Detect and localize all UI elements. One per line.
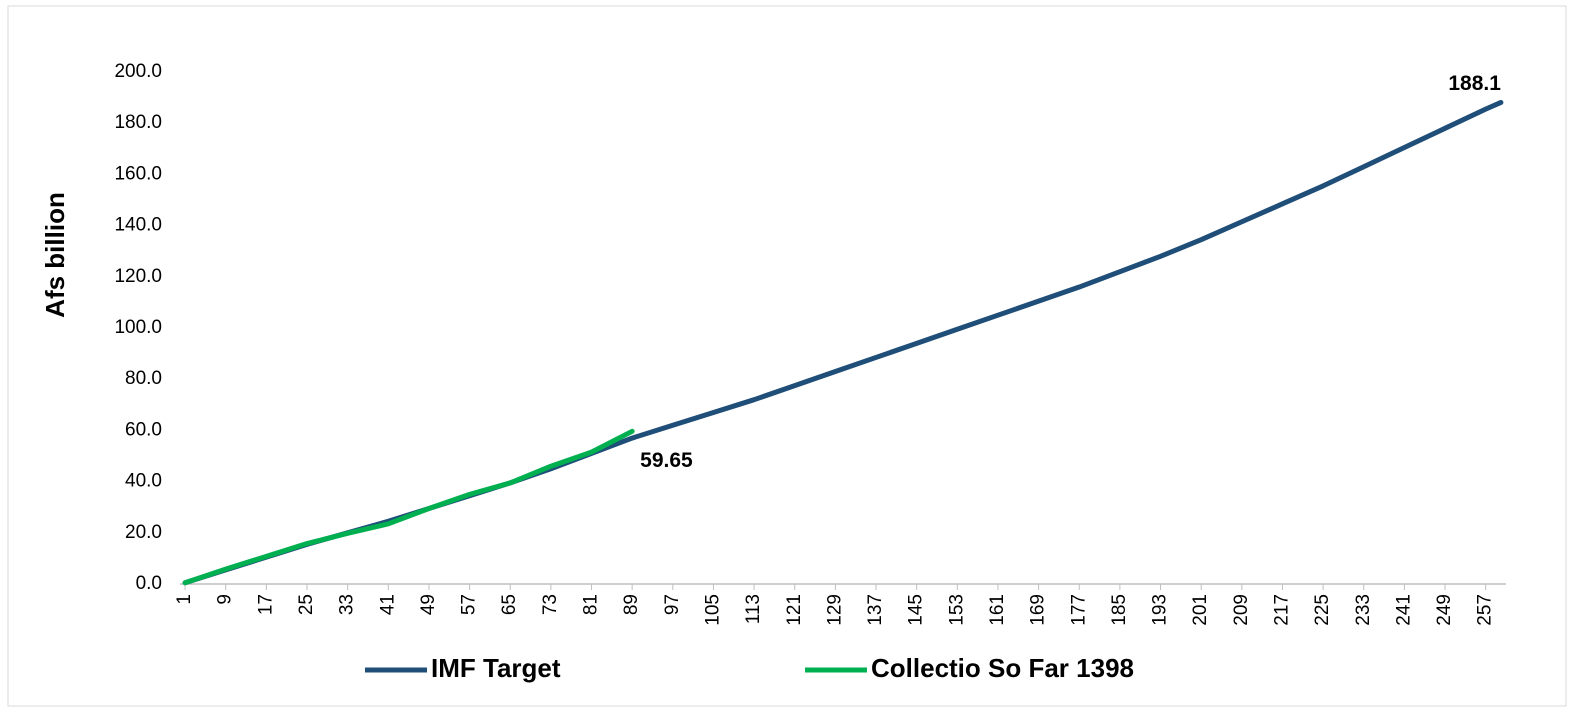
x-tick-label: 57: [459, 594, 480, 615]
x-tick-label: 201: [1190, 594, 1211, 626]
x-tick-label: 49: [418, 594, 439, 615]
x-tick-label: 9: [215, 594, 236, 605]
x-tick-label: 169: [1028, 594, 1049, 626]
y-tick-label: 200.0: [114, 61, 162, 82]
series-line: [182, 99, 1504, 586]
legend-label: Collectio So Far 1398: [871, 653, 1134, 683]
x-tick-label: 81: [581, 594, 602, 615]
y-tick-label: 80.0: [125, 368, 162, 389]
y-tick-label: 140.0: [114, 215, 162, 236]
y-tick-label: 180.0: [114, 112, 162, 133]
x-tick-label: 225: [1312, 594, 1333, 626]
x-tick-label: 41: [377, 594, 398, 615]
x-tick-label: 97: [662, 594, 683, 615]
x-tick-label: 89: [621, 594, 642, 615]
y-tick-label: 160.0: [114, 163, 162, 184]
x-tick-label: 73: [540, 594, 561, 615]
x-tick-label: 153: [946, 594, 967, 626]
x-tick-label: 105: [702, 594, 723, 626]
data-label: 59.65: [640, 449, 693, 472]
x-tick-label: 145: [906, 594, 927, 626]
y-axis-label: Afs billion: [40, 192, 70, 318]
x-tick-label: 177: [1068, 594, 1089, 626]
x-tick-label: 233: [1353, 594, 1374, 626]
x-tick-label: 17: [255, 594, 276, 615]
y-tick-label: 0.0: [136, 573, 162, 594]
x-tick-label: 129: [824, 594, 845, 626]
legend-label: IMF Target: [431, 653, 561, 683]
y-tick-label: 20.0: [125, 522, 162, 543]
y-tick-label: 60.0: [125, 419, 162, 440]
x-tick-label: 25: [296, 594, 317, 615]
x-tick-label: 185: [1109, 594, 1130, 626]
x-tick-label: 257: [1475, 594, 1496, 626]
x-tick-label: 65: [499, 594, 520, 615]
x-tick-label: 33: [337, 594, 358, 615]
x-tick-label: 193: [1150, 594, 1171, 626]
x-tick-label: 249: [1434, 594, 1455, 626]
y-tick-label: 120.0: [114, 266, 162, 287]
x-tick-label: 161: [987, 594, 1008, 626]
x-tick-label: 209: [1231, 594, 1252, 626]
y-tick-label: 40.0: [125, 471, 162, 492]
data-label: 188.1: [1448, 72, 1501, 95]
x-tick-label: 137: [865, 594, 886, 626]
x-tick-label: 121: [784, 594, 805, 626]
x-tick-label: 1: [174, 594, 195, 605]
series-line: [182, 428, 635, 586]
chart-border: [7, 5, 1567, 707]
x-tick-label: 113: [743, 594, 764, 624]
x-tick-label: 217: [1271, 594, 1292, 626]
y-tick-label: 100.0: [114, 317, 162, 338]
x-tick-label: 241: [1393, 594, 1414, 626]
